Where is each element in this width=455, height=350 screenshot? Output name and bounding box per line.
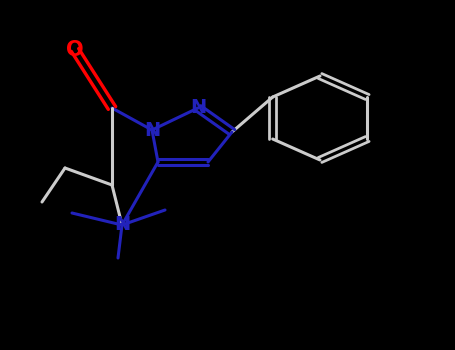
Text: N: N <box>114 216 130 234</box>
Text: O: O <box>66 40 84 60</box>
Text: N: N <box>190 98 206 118</box>
Text: N: N <box>144 120 160 140</box>
